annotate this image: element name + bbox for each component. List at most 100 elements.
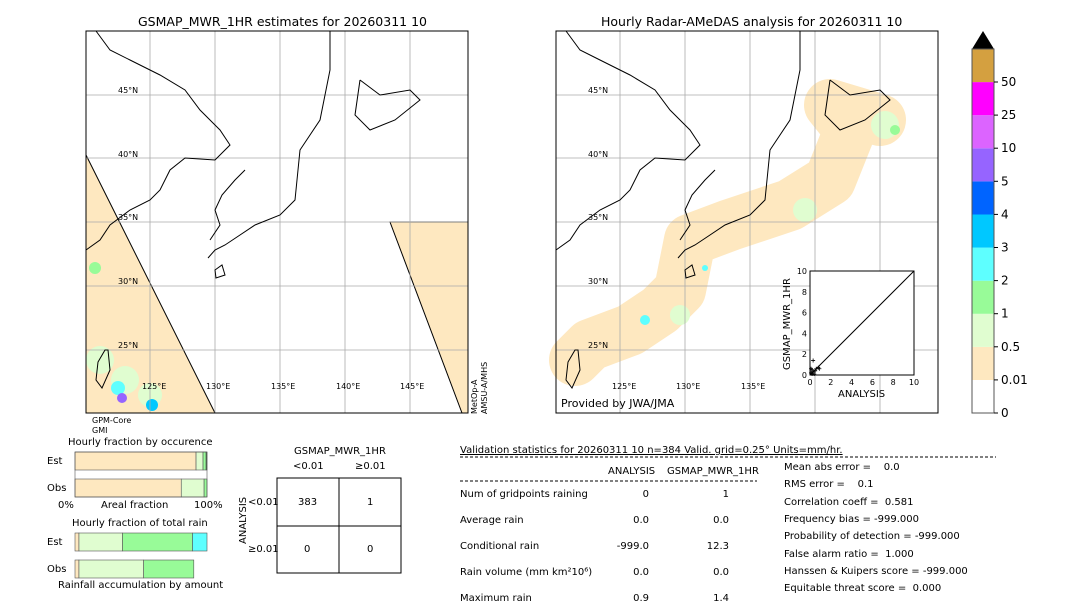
rain-cell <box>670 305 690 325</box>
lat-label: 35°N <box>588 213 609 222</box>
scatter-ytick: 0 <box>802 371 807 380</box>
lon-label: 135°E <box>741 382 766 391</box>
colorbar-extend-arrow <box>972 31 994 49</box>
scatter-xtick: 10 <box>909 378 919 387</box>
lon-label: 125°E <box>612 382 637 391</box>
colorbar-segment <box>972 346 994 380</box>
colorbar-segment <box>972 181 994 215</box>
colorbar-label: 25 <box>1001 108 1016 122</box>
lon-label: 135°E <box>271 382 296 391</box>
occurrence-xlabel: Areal fraction <box>101 500 169 511</box>
scatter-xtick: 0 <box>807 378 812 387</box>
rain-cell <box>640 315 650 325</box>
right-map-title: Hourly Radar-AMeDAS analysis for 2026031… <box>601 14 903 29</box>
contingency-title: GSMAP_MWR_1HR <box>294 446 386 457</box>
fraction-bar-segment <box>78 559 144 579</box>
cell: 0 <box>367 544 374 555</box>
stat-gsmap: 1.4 <box>713 593 729 604</box>
coastline <box>555 30 701 251</box>
stat-label: Average rain <box>460 515 524 526</box>
fraction-bar-segment <box>122 532 193 552</box>
coastline <box>684 264 696 279</box>
rain-cell <box>702 265 708 271</box>
contingency-col: <0.01 <box>293 461 324 472</box>
sensor-label: GMI <box>92 426 108 435</box>
lat-label: 25°N <box>118 341 139 350</box>
obs-label: Obs <box>47 483 67 494</box>
obs-label: Obs <box>47 564 67 575</box>
colorbar-label: 2 <box>1001 274 1009 288</box>
score: Frequency bias = -999.000 <box>784 513 919 525</box>
coastline <box>214 264 226 279</box>
est-label: Est <box>47 456 63 467</box>
colorbar-label: 0.01 <box>1001 373 1028 387</box>
colorbar-segment <box>972 214 994 248</box>
stat-label: Conditional rain <box>460 541 540 552</box>
score: Equitable threat score = 0.000 <box>784 583 942 595</box>
lon-label: 145°E <box>400 382 425 391</box>
lat-label: 45°N <box>118 86 139 95</box>
score: Probability of detection = -999.000 <box>784 531 960 543</box>
radar-coverage <box>549 79 906 386</box>
map-frame <box>555 30 939 414</box>
coastline <box>207 31 331 259</box>
fraction-bar-segment <box>74 532 80 552</box>
scatter-point <box>813 368 818 373</box>
lon-label: 130°E <box>676 382 701 391</box>
lon-label: 140°E <box>336 382 361 391</box>
colorbar-segment <box>972 82 994 116</box>
validation-header: Validation statistics for 20260311 10 n=… <box>460 445 843 456</box>
colorbar-segment <box>972 247 994 281</box>
fraction-bar-segment <box>74 478 182 498</box>
rain-cell <box>111 381 125 395</box>
cell: 0 <box>304 544 311 555</box>
coastline <box>209 169 246 241</box>
lat-label: 45°N <box>588 86 609 95</box>
rain-cell <box>89 262 101 274</box>
coastline <box>85 30 231 251</box>
coastline <box>677 31 801 259</box>
scatter-ytick: 4 <box>802 329 807 338</box>
contingency-col: ≥0.01 <box>355 461 386 472</box>
scatter-xtick: 2 <box>828 378 833 387</box>
cell: 1 <box>367 497 374 508</box>
colorbar-label: 0 <box>1001 406 1009 420</box>
colorbar-label: 0.5 <box>1001 340 1020 354</box>
lat-label: 40°N <box>588 150 609 159</box>
colorbar-label: 1 <box>1001 307 1009 321</box>
stat-label: Num of gridpoints raining <box>460 489 588 500</box>
stat-gsmap: 0.0 <box>713 515 729 526</box>
stat-analysis: -999.0 <box>616 541 649 552</box>
contingency-row: <0.01 <box>248 497 279 508</box>
occurrence-title: Hourly fraction by occurence <box>68 437 213 448</box>
fraction-bar-segment <box>202 451 207 471</box>
stat-analysis: 0.0 <box>633 567 649 578</box>
scatter-point <box>817 366 822 371</box>
fraction-bar-segment <box>192 532 208 552</box>
fraction-bar-segment <box>78 532 123 552</box>
rain-cell <box>117 393 127 403</box>
lat-label: 35°N <box>118 213 139 222</box>
col-gsmap: GSMAP_MWR_1HR <box>667 466 759 477</box>
fraction-bar-segment <box>195 451 204 471</box>
scatter-ylabel: GSMAP_MWR_1HR <box>782 278 793 370</box>
colorbar-segment <box>972 313 994 347</box>
fraction-bar-segment <box>74 559 80 579</box>
fraction-bar-segment <box>143 559 195 579</box>
col-analysis: ANALYSIS <box>608 466 656 477</box>
colorbar-segment <box>972 148 994 182</box>
colorbar-segment <box>972 49 994 83</box>
score: False alarm ratio = 1.000 <box>784 548 914 560</box>
stat-label: Rain volume (mm km²10⁶) <box>460 567 593 578</box>
stat-analysis: 0 <box>642 489 649 500</box>
coastline <box>95 349 111 389</box>
stat-label: Maximum rain <box>460 593 532 604</box>
lon-label: 125°E <box>142 382 167 391</box>
fraction-bar-segment <box>74 451 197 471</box>
cell: 383 <box>298 497 318 508</box>
scatter-xtick: 4 <box>849 378 854 387</box>
colorbar-segment <box>972 280 994 314</box>
score: Mean abs error = 0.0 <box>784 462 900 473</box>
scatter-point <box>811 358 816 363</box>
